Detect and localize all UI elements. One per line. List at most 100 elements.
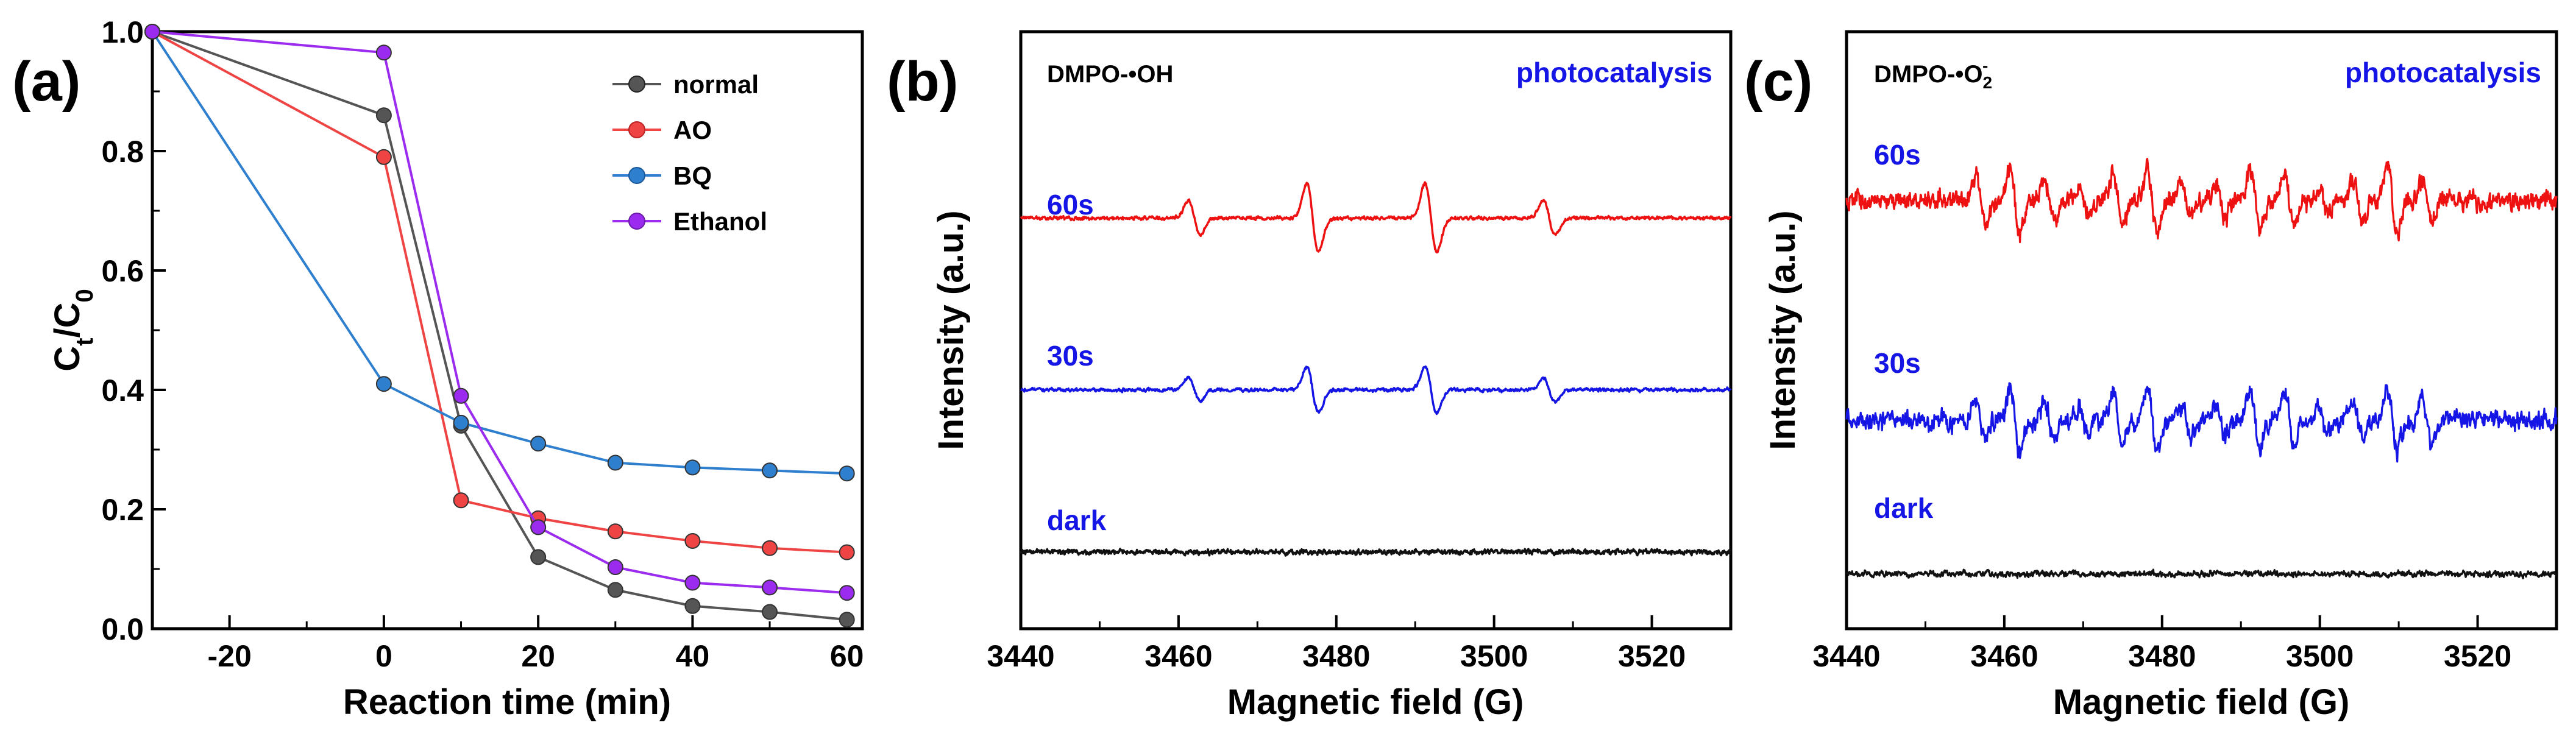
panel-c-trace-label-60s: 60s [1874,139,1921,171]
point-ethanol [684,574,701,591]
panel-a-x-axis-title: Reaction time (min) [343,682,671,722]
c-x-tick-label: 3500 [2286,639,2354,673]
point-ao [375,149,392,165]
point-ethanol [839,585,855,601]
point-bq [762,462,778,479]
point-bq [839,465,855,482]
a-x-tick-label: 0 [375,639,392,673]
a-x-tick-label: 20 [521,639,555,673]
c-trace-dark [1845,568,2557,579]
point-ethanol [453,387,469,404]
point-normal [375,107,392,124]
panel-c-trace-label-30s: 30s [1874,347,1921,379]
b-x-tick-label: 3460 [1144,639,1212,673]
series-ethanol [144,24,855,601]
panel-b-x-axis-title: Magnetic field (G) [1227,682,1524,722]
series-normal [144,24,855,628]
b-x-tick-label: 3440 [987,639,1054,673]
point-bq [453,414,469,431]
b-trace-dark [1020,548,1732,557]
point-normal [839,612,855,628]
panel-b-probe-label: DMPO-•OH [1047,61,1173,88]
a-x-tick-label: 60 [830,639,864,673]
panel-a: (a) -20 0 20 40 60 0.0 0.2 0.4 0.6 0.8 1.0 normal … [12,15,864,722]
legend-marker-normal [628,76,645,93]
a-x-tick-label: -20 [207,639,251,673]
point-normal [762,604,778,620]
b-x-tick-label: 3500 [1460,639,1528,673]
point-ethanol [530,519,547,535]
legend-label-ao: AO [673,116,712,144]
panel-c-frame [1845,30,2558,631]
panel-b-trace-label-dark: dark [1047,504,1107,536]
panel-c-x-axis-title: Magnetic field (G) [2053,682,2350,722]
panel-c-label: (c) [1744,51,1812,113]
panel-c-traces [1845,158,2558,579]
series-line-ethanol [152,30,847,595]
point-ao [607,523,623,540]
point-ao [453,492,469,509]
b-x-tick-label: 3520 [1618,639,1686,673]
a-y-tick-label: 0.8 [101,135,144,169]
c-x-tick-label: 3520 [2444,639,2511,673]
a-x-tick-label: 40 [676,639,710,673]
c-trace-60s [1845,158,2558,244]
legend-label-normal: normal [673,70,759,99]
panel-c-probe-label: DMPO-•O2- [1874,56,1992,92]
series-line-bq [151,30,847,475]
c-x-tick-label: 3460 [1970,639,2038,673]
panel-a-frame [151,30,864,631]
point-normal [607,582,623,598]
series-line-ao [152,30,847,554]
legend-marker-ethanol [628,213,645,230]
panel-c: (c) 3440 3460 3480 3500 3520 DMPO-•O2- photo… [1744,30,2558,722]
series-line-normal [152,30,847,621]
a-y-tick-label: 1.0 [101,15,144,49]
series-bq [144,24,855,482]
a-y-tick-label: 0.2 [101,493,144,527]
panel-a-ticks: -20 0 20 40 60 0.0 0.2 0.4 0.6 0.8 1.0 [101,15,864,673]
panel-b-trace-label-60s: 60s [1047,189,1094,221]
legend-label-bq: BQ [673,161,712,190]
panel-b-y-axis-title: Intensity (a.u.) [931,210,971,450]
a-y-tick-label: 0.4 [101,373,144,408]
panel-b-label: (b) [887,51,958,113]
point-ao [762,540,778,556]
panel-c-ticks: 3440 3460 3480 3500 3520 [1812,615,2511,673]
panel-b-mode-label: photocatalysis [1516,57,1712,88]
panel-b-traces [1020,181,1732,557]
panel-a-label: (a) [12,51,80,113]
panel-c-trace-label-dark: dark [1874,492,1934,524]
c-x-tick-label: 3440 [1812,639,1880,673]
legend-marker-bq [628,167,645,184]
series-ao [144,24,855,560]
point-bq [684,459,701,476]
panel-b-ticks: 3440 3460 3480 3500 3520 [987,615,1686,673]
b-x-tick-label: 3480 [1302,639,1370,673]
panel-b-frame [1019,30,1733,631]
c-x-tick-label: 3480 [2128,639,2196,673]
a-y-tick-label: 0.0 [101,612,144,646]
panel-b: (b) 3440 3460 3480 3500 3520 DMPO-•OH photoc… [887,30,1733,722]
point-ethanol [375,44,392,61]
point-ao [684,532,701,549]
point-bq [530,436,547,452]
point-ethanol [144,24,160,40]
panel-a-legend: normal AO BQ Ethanol [612,70,767,236]
point-ao [839,544,855,560]
panel-c-mode-label: photocatalysis [2345,57,2541,88]
panel-a-series [144,24,855,628]
point-bq [375,376,392,392]
point-normal [530,549,547,565]
a-y-tick-label: 0.6 [101,254,144,288]
point-bq [607,454,623,471]
legend-label-ethanol: Ethanol [673,207,767,236]
b-trace-60s [1020,181,1732,253]
point-normal [684,598,701,614]
point-ethanol [762,579,778,596]
legend-marker-ao [628,121,645,138]
panel-a-y-axis-title: Ct/C0 [48,289,98,371]
c-trace-30s [1845,382,2558,463]
b-trace-30s [1020,365,1732,415]
